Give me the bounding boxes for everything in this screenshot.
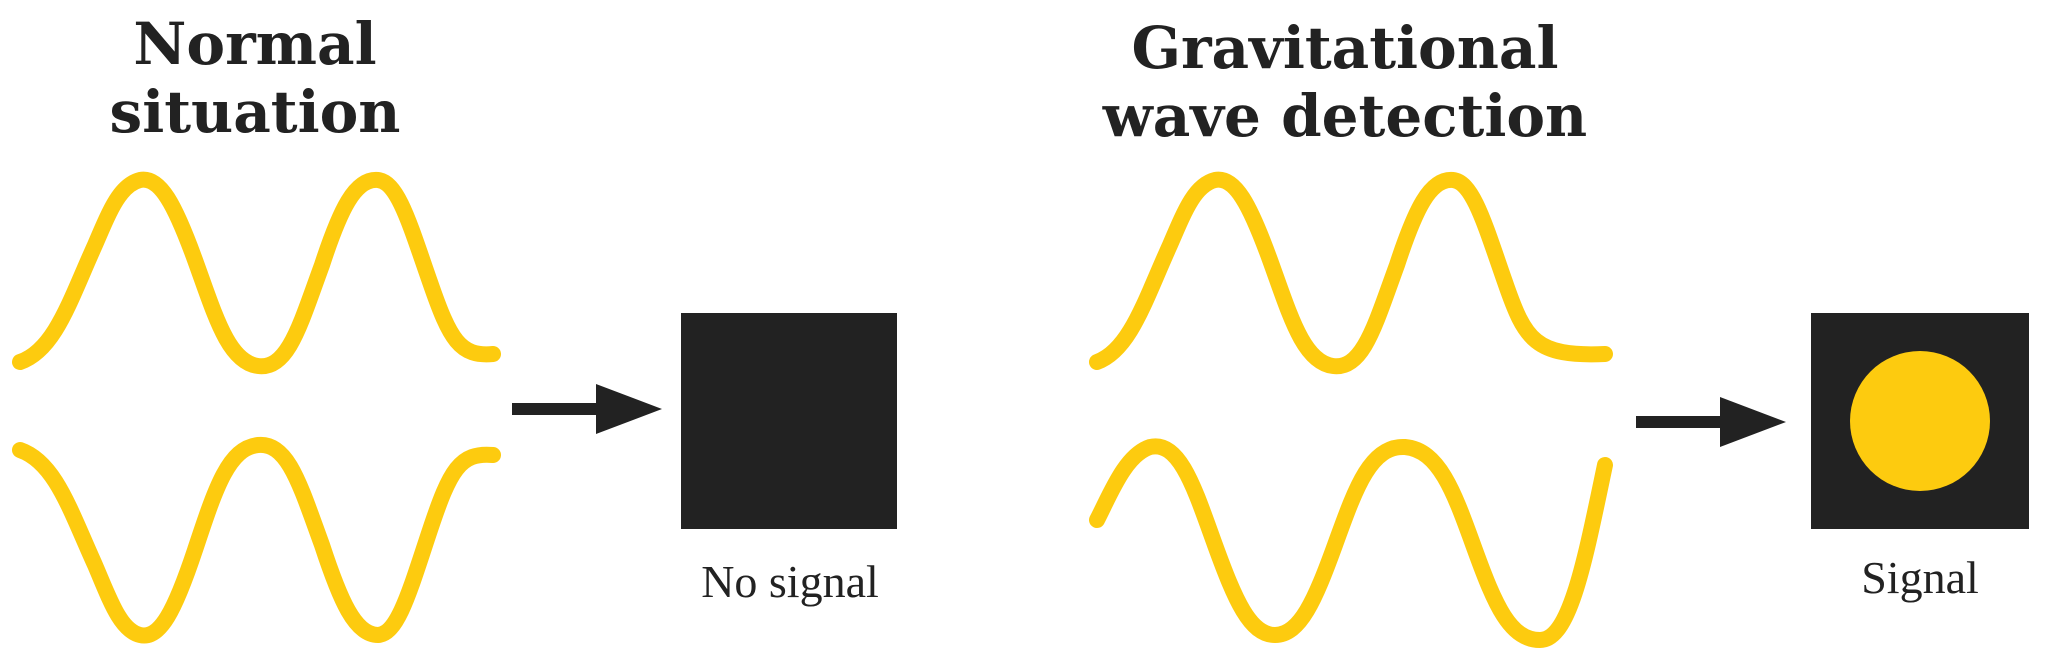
gravitational-wave-heading: Gravitational wave detection [1080, 14, 1610, 150]
wave-upper-left [12, 171, 501, 375]
heading-line-2: wave detection [1102, 82, 1588, 150]
heading-line-2: situation [109, 78, 401, 146]
arrow-left [512, 384, 662, 434]
wave-upper-right [1089, 171, 1613, 375]
normal-situation-heading: Normal situation [90, 10, 420, 146]
heading-line-1: Normal [133, 10, 377, 78]
heading-line-1: Gravitational [1131, 14, 1559, 82]
wave-lower-right [1089, 438, 1613, 649]
signal-dot [1850, 351, 1990, 491]
signal-caption: Signal [1861, 552, 1979, 603]
detector-no-signal [681, 313, 897, 529]
arrow-right [1636, 397, 1786, 447]
wave-lower-left [12, 436, 501, 644]
no-signal-caption: No signal [701, 556, 879, 607]
